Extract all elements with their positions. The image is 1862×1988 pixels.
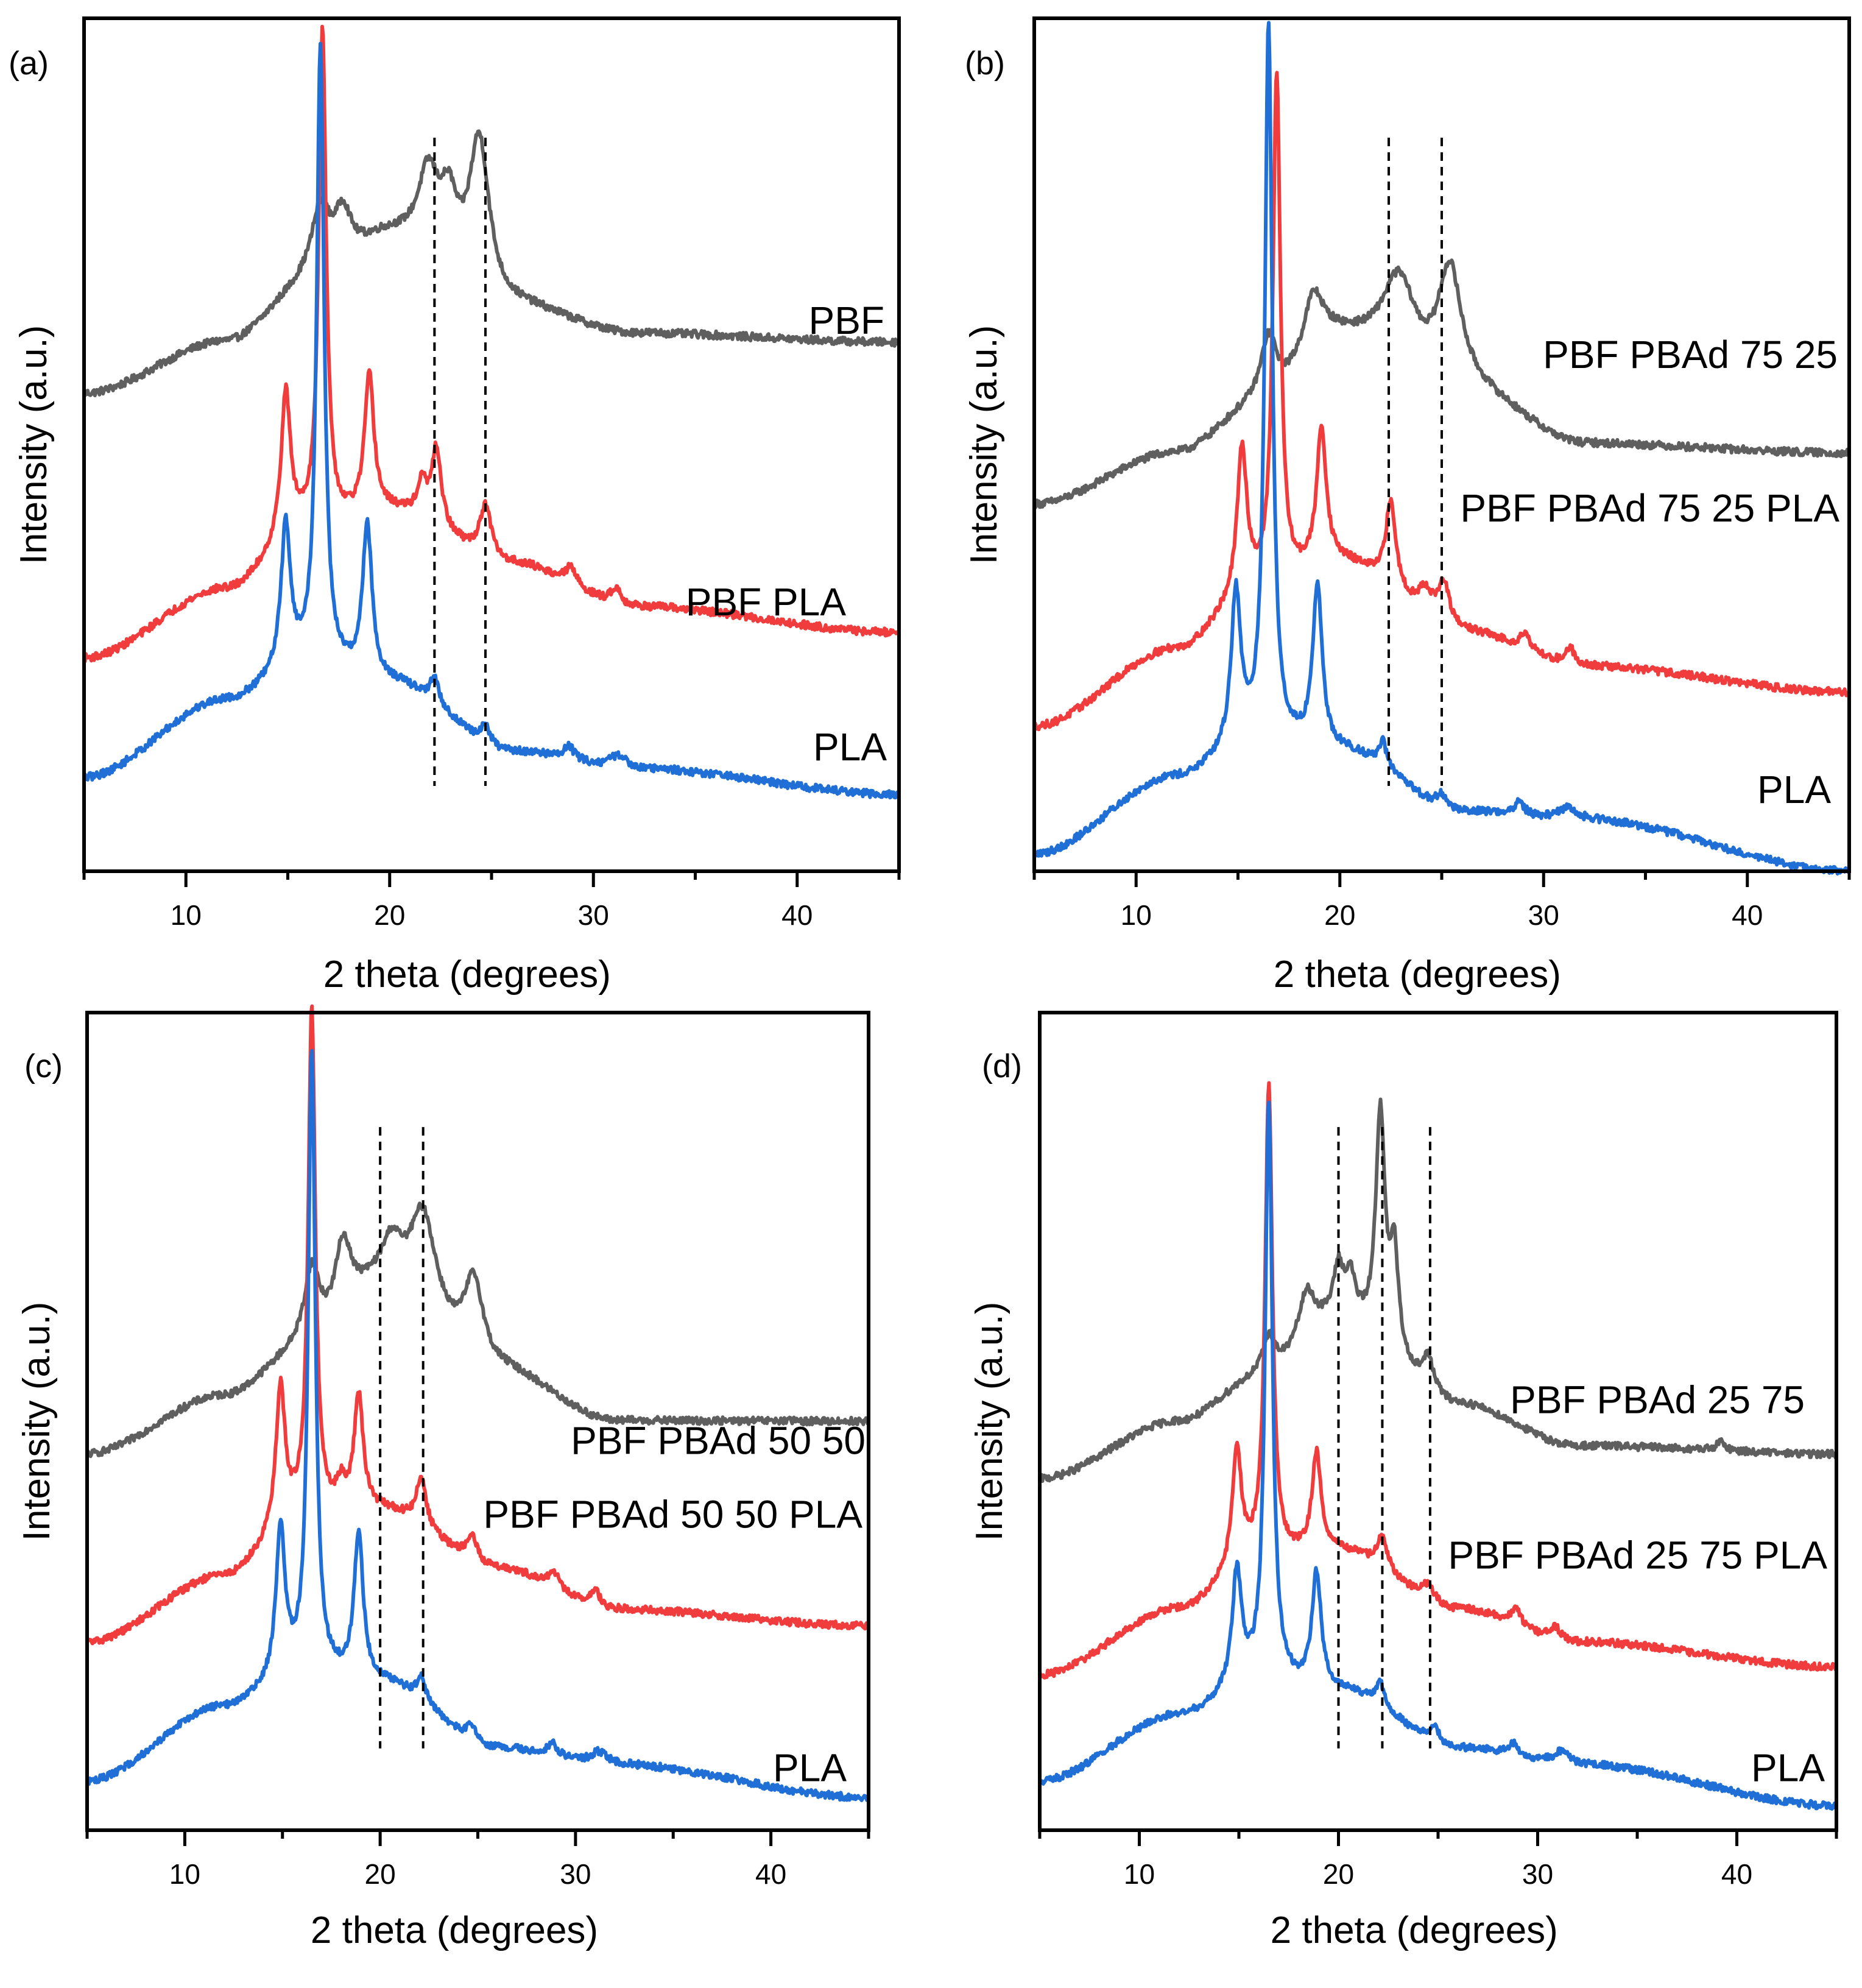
series-line-pbf-pbad-50-50-pla [85, 1004, 870, 1646]
series-line-pbf-pbad-50-50 [86, 1201, 870, 1459]
x-tick-label: 40 [755, 1858, 786, 1890]
series-line-pbf-pbad-25-75-pla [1038, 1081, 1838, 1680]
x-tick-label: 20 [365, 1858, 396, 1890]
series-line-pbf-pbad-75-25 [1032, 258, 1851, 510]
curve-label: PBF PBAd 75 25 PLA [1460, 486, 1839, 530]
x-tick-label: 40 [1732, 899, 1763, 931]
curve-label: PLA [773, 1746, 847, 1789]
curve-label: PBF PBAd 75 25 [1543, 333, 1838, 377]
series-line-pla [83, 41, 901, 800]
series-line-pla [1038, 1100, 1838, 1811]
y-axis-title: Intensity (a.u.) [13, 325, 55, 565]
x-axis-title: 2 theta (degrees) [311, 1909, 598, 1951]
x-tick-label: 10 [1124, 1858, 1155, 1890]
xrd-panel-1: 10 20 30 40 2 theta (degrees) Intensity (a.u.… [9, 16, 901, 996]
x-tick-label: 20 [374, 899, 405, 931]
x-tick-label: 30 [1522, 1858, 1553, 1890]
curve-label: PBF PBAd 50 50 [571, 1419, 866, 1463]
x-tick-label: 30 [560, 1858, 591, 1890]
series-line-pla [85, 1049, 870, 1802]
series-line-pbf-pla [82, 24, 900, 663]
panel-label: (c) [24, 1048, 63, 1084]
series-line-pbf-pbad-25-75 [1038, 1097, 1838, 1483]
curve-label: PLA [813, 725, 887, 769]
panel-label: (b) [965, 45, 1005, 82]
curve-label: PBF [809, 299, 884, 342]
x-axis-title: 2 theta (degrees) [1274, 953, 1561, 996]
y-axis-title: Intensity (a.u.) [16, 1302, 58, 1541]
x-axis-title: 2 theta (degrees) [323, 953, 611, 996]
series-line-pbf [82, 129, 901, 398]
curve-label: PBF PBAd 25 75 [1510, 1378, 1805, 1422]
x-tick-label: 20 [1324, 899, 1355, 931]
curve-label: PLA [1757, 768, 1831, 812]
xrd-panel-4: 10 20 30 40 2 theta (degrees) Intensity (a.u.… [968, 1011, 1838, 1951]
x-tick-label: 40 [781, 899, 813, 931]
x-tick-label: 10 [1121, 899, 1152, 931]
curve-label: PBF PBAd 25 75 PLA [1448, 1533, 1827, 1577]
x-tick-label: 40 [1721, 1858, 1752, 1890]
x-tick-label: 30 [578, 899, 609, 931]
curve-label: PBF PBAd 50 50 PLA [483, 1492, 862, 1536]
x-tick-label: 10 [171, 899, 202, 931]
panel-label: (a) [9, 45, 49, 82]
x-tick-label: 10 [169, 1858, 200, 1890]
y-axis-title: Intensity (a.u.) [963, 325, 1005, 565]
x-tick-label: 20 [1323, 1858, 1354, 1890]
curve-label: PBF PLA [686, 580, 847, 624]
xrd-panel-3: 10 20 30 40 2 theta (degrees) Intensity (a.u.… [16, 1004, 870, 1951]
x-axis-title: 2 theta (degrees) [1271, 1909, 1558, 1951]
y-axis-title: Intensity (a.u.) [968, 1302, 1010, 1541]
series-line-pla [1032, 21, 1851, 876]
xrd-panel-2: 10 20 30 40 2 theta (degrees) Intensity (a.u.… [963, 16, 1851, 996]
x-tick-label: 30 [1528, 899, 1559, 931]
curve-label: PLA [1751, 1746, 1825, 1789]
panel-label: (d) [982, 1048, 1022, 1084]
